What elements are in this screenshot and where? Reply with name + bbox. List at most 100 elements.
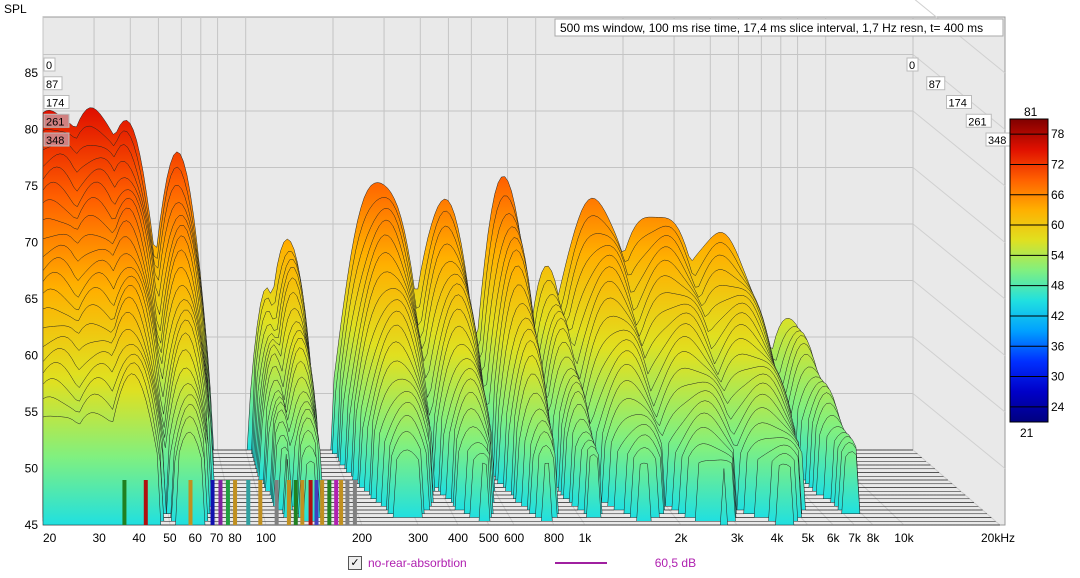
mode-marker [188,480,193,525]
y-tick-label: 70 [25,236,39,250]
mode-marker [258,480,263,525]
time-label-right: 87 [929,79,941,91]
x-tick-label: 20 [43,531,57,545]
x-tick-label: 70 [210,531,224,545]
y-tick-label: 55 [25,405,39,419]
x-tick-label: 50 [163,531,177,545]
series-label[interactable]: no-rear-absorbtion [368,556,467,570]
x-tick-label: 30 [92,531,106,545]
mode-marker [122,480,127,525]
series-value: 60,5 dB [654,556,697,570]
x-tick-label: 600 [504,531,524,545]
colorbar-tick-label: 72 [1051,157,1065,171]
time-label-box [43,95,70,109]
time-label-left: 87 [46,79,58,91]
colorbar-tick-label: 30 [1051,370,1065,384]
time-label-box [965,113,992,128]
x-tick-label: 100 [256,531,276,545]
mode-marker [334,480,339,525]
side-grid-line [912,223,1006,300]
y-tick-label: 60 [25,349,39,363]
time-label-box [906,57,919,72]
mode-marker [246,480,251,525]
side-grid-line [912,336,1006,413]
series-checkbox[interactable]: ✓ [348,556,362,570]
mode-marker [308,480,313,525]
x-tick-label: 10k [894,531,914,545]
x-tick-label: 40 [132,531,146,545]
mode-markers [122,480,357,525]
mode-marker [352,480,357,525]
time-label-left: 261 [46,116,64,128]
waterfall-slice-348.0ms [42,373,1000,526]
time-label-box [43,57,56,72]
mode-marker [327,480,332,525]
mode-marker [225,480,230,525]
mode-marker [233,480,238,525]
time-label-box [43,113,70,128]
y-tick-label: 50 [25,462,39,476]
x-tick-label: 1k [579,531,593,545]
mode-marker [274,480,279,525]
colorbar-tick-label: 42 [1051,309,1065,323]
x-tick-label: 7k [848,531,862,545]
colorbar-tick-label: 78 [1051,127,1065,141]
y-tick-label: 45 [25,518,39,532]
colorbar-tick-label: 36 [1051,339,1065,353]
mode-marker [293,480,298,525]
axis-labels: 45 50 55 60 65 70 75 80 85 20 30 40 50 60 70 80 100 200 30… [25,57,1015,545]
time-label-box [946,95,972,109]
mode-marker [320,480,325,525]
y-tick-label: 75 [25,179,39,193]
colorbar-tick-label: 60 [1051,218,1065,232]
x-tick-label: 800 [544,531,564,545]
x-tick-label: 3k [731,531,745,545]
side-grid-line [912,393,1006,469]
side-grid-line [912,167,1006,243]
colorbar-tick-label: 24 [1051,400,1065,414]
mode-marker [210,480,215,525]
colorbar-tick-label: 66 [1051,188,1065,202]
colorbar: 78 72 66 60 54 48 42 36 30 24 81 21 [1009,105,1065,440]
colorbar-tick-label: 48 [1051,279,1065,293]
x-tick-label: 300 [408,531,428,545]
time-label-left: 0 [46,60,52,72]
x-tick-label: 8k [867,531,881,545]
x-tick-label: 2k [675,531,689,545]
time-label-box [926,76,946,91]
mode-marker [314,480,319,525]
mode-marker [339,480,344,525]
x-tick-label: 6k [827,531,841,545]
colorbar-tick-label: 54 [1051,248,1065,262]
mode-marker [300,480,305,525]
x-tick-label: 80 [228,531,242,545]
legend: ✓ no-rear-absorbtion 60,5 dB [348,556,696,570]
time-label-right: 0 [909,60,915,72]
x-tick-label: 20kHz [981,531,1015,545]
time-label-left: 348 [46,135,64,147]
time-label-right: 174 [949,98,967,110]
title-box [554,18,1004,37]
waterfall-slice-295.8ms [42,344,988,515]
side-grid-line [912,110,1006,187]
colorbar-min-label: 21 [1020,426,1034,440]
x-tick-label: 200 [352,531,372,545]
time-label-box [43,76,63,91]
y-axis-title: SPL [4,2,27,16]
time-label-box [43,132,70,147]
waterfall-surfaces [42,107,1000,526]
x-tick-label: 5k [802,531,816,545]
chart-title: 500 ms window, 100 ms rise time, 17,4 ms… [560,21,983,35]
x-tick-label: 400 [448,531,468,545]
time-label-left: 174 [46,98,64,110]
y-tick-label: 85 [25,66,39,80]
series-line-swatch [554,562,607,564]
y-tick-label: 65 [25,292,39,306]
x-tick-label: 500 [479,531,499,545]
y-tick-label: 80 [25,123,39,137]
colorbar-scale [1009,118,1049,423]
mode-marker [218,480,223,525]
time-label-right: 261 [968,116,986,128]
mode-marker [143,480,148,525]
